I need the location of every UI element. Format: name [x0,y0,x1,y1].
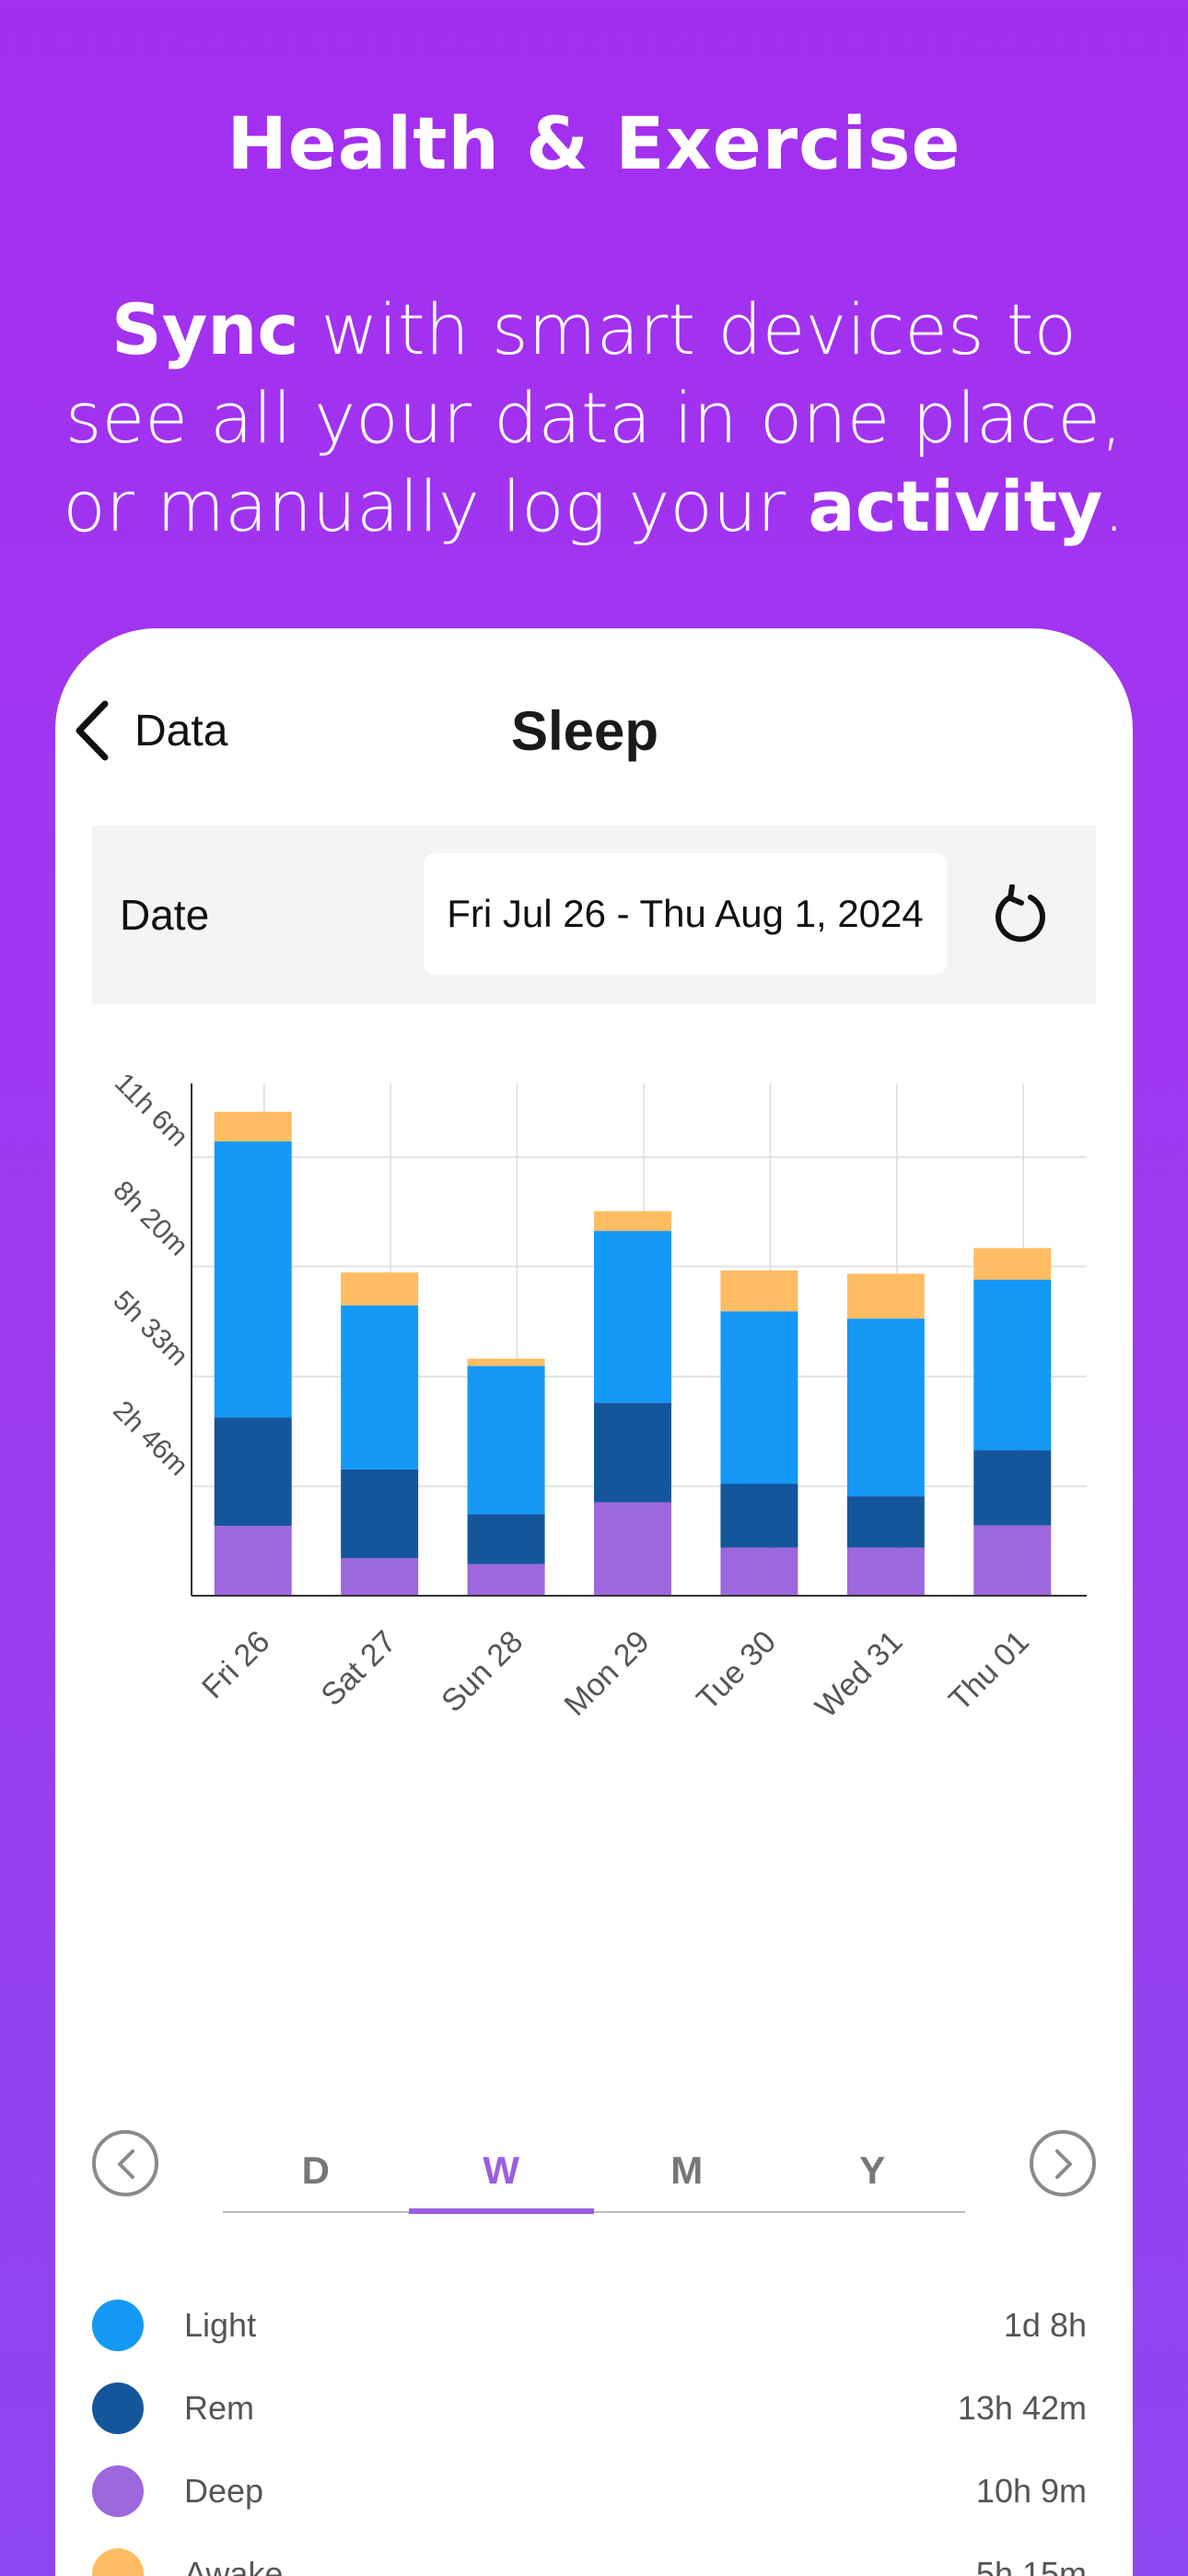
legend-item: Awake 5h 15m [92,2535,1087,2576]
bar-segment-awake [214,1111,292,1142]
page-title: Sleep [510,699,659,762]
date-bar: Date Fri Jul 26 - Thu Aug 1, 2024 [92,825,1096,1004]
sleep-chart: 2h 46m 5h 33m 8h 20m 11h 6m Fri 26 Sat 27 Sun … [107,1071,1087,1725]
bar-segment-awake [973,1247,1052,1280]
x-tick-label: Fri 26 [195,1624,276,1705]
legend-value: 5h 15m [975,2555,1087,2576]
phone-screen: Data Sleep Date Fri Jul 26 - Thu Aug 1, … [55,628,1133,2576]
chevron-left-icon [118,2149,134,2179]
hero-subtitle: Sync with smart devices to see all your … [0,286,1188,551]
legend-item: Rem 13h 42m [92,2370,1087,2453]
bar-segment-rem [341,1469,419,1559]
hero-title: Health & Exercise [227,103,961,186]
date-range-picker[interactable]: Fri Jul 26 - Thu Aug 1, 2024 [424,853,947,975]
bar-segment-light [467,1365,545,1515]
bar-segment-deep [214,1526,292,1596]
bar-segment-deep [720,1547,798,1596]
x-tick-label: Thu 01 [942,1624,1036,1718]
bar-segment-rem [846,1496,925,1548]
legend-swatch [92,2383,144,2434]
hero-line-2: see all your data in one place, [64,377,1124,459]
legend-swatch [92,2465,144,2517]
legend-item: Light 1d 8h [92,2287,1087,2370]
hero-line-1-rest: with smart devices to [298,288,1077,370]
bar-segment-light [720,1311,798,1484]
legend-label: Light [184,2306,257,2344]
x-tick-label: Wed 31 [809,1624,909,1725]
legend-label: Awake [184,2555,284,2576]
legend-label: Rem [184,2389,255,2427]
legend-item: Deep 10h 9m [92,2453,1087,2535]
legend-value: 13h 42m [957,2389,1087,2427]
bar-segment-awake [341,1272,419,1306]
bar-segment-light [594,1231,671,1403]
legend-label: Deep [184,2472,264,2510]
bar-segment-light [341,1305,419,1469]
bar-segment-rem [973,1450,1052,1526]
next-period-button[interactable] [1030,2130,1096,2196]
chevron-left-icon [76,700,109,761]
hero-bold-sync: Sync [111,288,299,370]
bar-segment-awake [467,1358,545,1366]
bar-segment-deep [846,1547,925,1596]
bar-segment-rem [720,1483,798,1548]
legend-swatch [92,2548,144,2576]
bar-segment-deep [467,1563,545,1596]
y-tick-label: 11h 6m [109,1071,194,1153]
chevron-right-icon [1055,2149,1072,2179]
legend-swatch [92,2300,144,2351]
back-button[interactable]: Data [72,680,227,781]
bar-segment-deep [973,1525,1052,1596]
date-label: Date [120,891,210,939]
hero-line-3-post: . [1102,465,1125,547]
legend-value: 1d 8h [1003,2306,1087,2344]
refresh-icon[interactable] [990,884,1051,945]
bar-segment-light [214,1141,292,1418]
hero-line-3-pre: or manually log your [63,465,809,547]
legend-value: 10h 9m [975,2472,1087,2510]
y-tick-label: 2h 46m [107,1395,193,1481]
bar-segment-light [846,1318,925,1497]
hero-bold-activity: activity [808,465,1103,547]
sleep-legend: Light 1d 8h Rem 13h 42m Deep 10h 9m Awake 5h 15… [92,2287,1087,2576]
bar-segment-awake [594,1211,671,1232]
prev-period-button[interactable] [92,2130,158,2196]
tab-m[interactable]: M [670,2149,704,2192]
nav-bar: Data Sleep [55,680,1133,781]
tab-w[interactable]: W [408,2130,595,2214]
bar-segment-awake [720,1270,798,1312]
x-tick-label: Mon 29 [558,1624,657,1723]
tab-y[interactable]: Y [859,2149,886,2192]
hero-line-3: or manually log your activity. [0,463,1188,551]
hero-line-1: Sync with smart devices to [0,286,1188,374]
x-tick-label: Tue 30 [690,1624,783,1717]
bar-segment-rem [594,1402,671,1503]
x-tick-label: Sat 27 [314,1624,402,1713]
bar-segment-light [973,1279,1052,1451]
back-label: Data [134,706,228,755]
bar-segment-rem [467,1514,545,1564]
bar-segment-deep [341,1558,419,1596]
bar-segment-rem [214,1417,292,1527]
y-tick-label: 5h 33m [107,1285,193,1372]
tab-d[interactable]: D [301,2149,330,2192]
bar-segment-awake [846,1273,925,1319]
bar-segment-deep [594,1502,671,1596]
y-tick-label: 8h 20m [107,1176,193,1262]
x-tick-label: Sun 28 [435,1624,530,1719]
